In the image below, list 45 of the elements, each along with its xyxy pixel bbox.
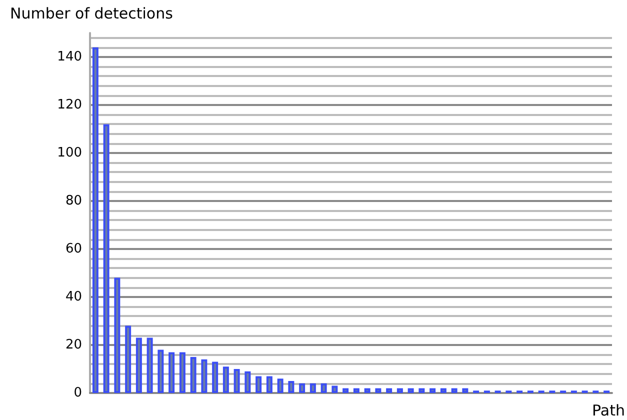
bar [375, 388, 382, 393]
bar [386, 388, 392, 393]
bar [222, 366, 229, 393]
bar [201, 359, 208, 393]
bar [212, 362, 218, 393]
bar [430, 388, 436, 393]
y-tick-label: 40 [65, 290, 82, 304]
bar [462, 388, 468, 393]
bar [125, 326, 132, 393]
y-axis-title: Number of detections [10, 4, 174, 22]
bar [190, 357, 196, 393]
bar [277, 378, 284, 393]
bar [320, 383, 327, 393]
y-tick-label: 100 [57, 146, 82, 160]
bar [92, 47, 98, 393]
bar [408, 388, 414, 393]
bar [440, 388, 446, 393]
bar [310, 383, 316, 393]
bar [244, 371, 251, 393]
bar [256, 376, 262, 393]
bar [179, 352, 186, 393]
bar [266, 376, 272, 393]
bar [299, 383, 306, 393]
bar [342, 388, 349, 393]
bar [158, 350, 164, 393]
y-tick-label: 80 [65, 194, 82, 208]
bar [451, 388, 458, 393]
bar [146, 338, 153, 393]
bar [418, 388, 425, 393]
y-tick-label: 20 [65, 338, 82, 352]
bar [234, 369, 240, 393]
bar [353, 388, 360, 393]
bar [332, 386, 338, 393]
bar [168, 352, 175, 393]
bar [364, 388, 370, 393]
bar [288, 381, 294, 393]
y-tick-label: 120 [57, 98, 82, 112]
y-tick-label: 60 [65, 242, 82, 256]
bar [396, 388, 403, 393]
y-tick-label: 140 [57, 50, 82, 64]
x-axis-title: Path [592, 402, 625, 420]
y-tick-label: 0 [74, 386, 82, 400]
bar [136, 338, 142, 393]
bar [114, 278, 120, 393]
bar [103, 124, 110, 393]
